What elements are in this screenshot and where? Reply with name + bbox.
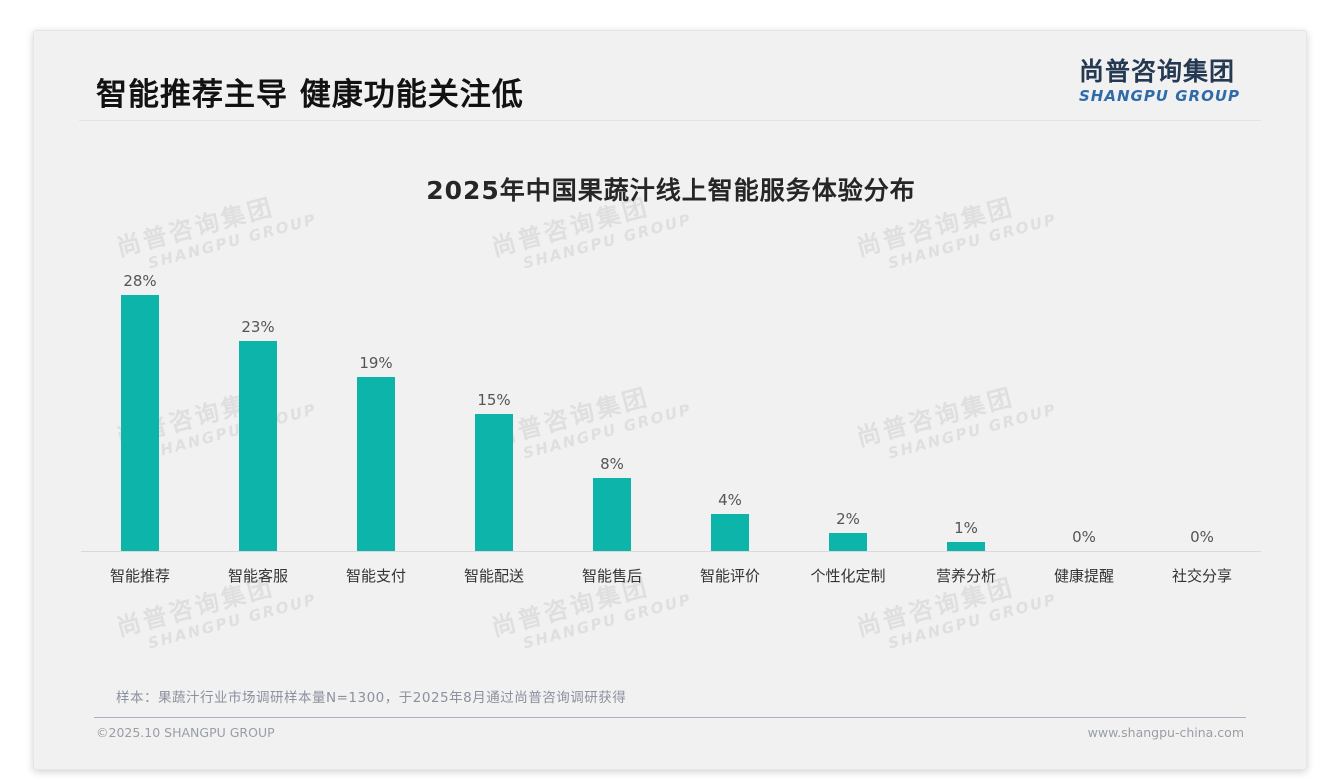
bar xyxy=(357,377,395,551)
sample-note: 样本：果蔬汁行业市场调研样本量N=1300，于2025年8月通过尚普咨询调研获得 xyxy=(116,690,627,706)
watermark-en: SHANGPU GROUP xyxy=(145,209,319,273)
bar-value-label: 2% xyxy=(836,510,860,528)
bar xyxy=(593,478,631,551)
watermark-en: SHANGPU GROUP xyxy=(520,209,694,273)
watermark-en: SHANGPU GROUP xyxy=(885,589,1059,653)
report-card: 尚普咨询集团 SHANGPU GROUP 尚普咨询集团 SHANGPU GROUP 尚普… xyxy=(33,30,1307,770)
website-url: www.shangpu-china.com xyxy=(1087,725,1244,740)
chart-plot-area: 28% 23% 19% 15% 8% 4% 2% 1% 0% 0% xyxy=(81,272,1261,552)
bar-column: 23% xyxy=(199,318,317,551)
brand-logo-en: SHANGPU GROUP xyxy=(1078,87,1240,105)
category-label: 个性化定制 xyxy=(810,567,886,585)
bar-value-label: 23% xyxy=(241,318,275,336)
watermark-en: SHANGPU GROUP xyxy=(520,589,694,653)
card-footer: ©2025.10 SHANGPU GROUP www.shangpu-china… xyxy=(96,725,1244,740)
bar-column: 8% xyxy=(553,455,671,551)
bar xyxy=(239,341,277,551)
category-label: 智能支付 xyxy=(345,567,406,585)
bar xyxy=(121,295,159,551)
bar xyxy=(829,533,867,551)
bar-value-label: 28% xyxy=(123,272,157,290)
watermark-en: SHANGPU GROUP xyxy=(145,589,319,653)
bar-value-label: 0% xyxy=(1072,528,1096,546)
bar-column: 15% xyxy=(435,391,553,551)
bar-chart: 28% 23% 19% 15% 8% 4% 2% 1% 0% 0% 智能推荐 智能客服 智能支付 智能配… xyxy=(81,272,1261,586)
bar-value-label: 19% xyxy=(359,354,393,372)
bar xyxy=(475,414,513,551)
bar-column: 28% xyxy=(81,272,199,551)
bar xyxy=(711,514,749,551)
category-label: 智能推荐 xyxy=(109,567,170,585)
bar-value-label: 15% xyxy=(477,391,511,409)
bar-column: 0% xyxy=(1143,528,1261,551)
category-label: 社交分享 xyxy=(1171,567,1232,585)
header-divider xyxy=(79,120,1261,121)
bar-value-label: 4% xyxy=(718,491,742,509)
bar-column: 4% xyxy=(671,491,789,551)
bar-value-label: 8% xyxy=(600,455,624,473)
category-label: 营养分析 xyxy=(935,567,996,585)
category-label: 智能评价 xyxy=(699,567,760,585)
category-label: 健康提醒 xyxy=(1053,567,1114,585)
chart-category-axis: 智能推荐 智能客服 智能支付 智能配送 智能售后 智能评价 个性化定制 营养分析 健康提醒 社交分… xyxy=(81,552,1261,586)
bar-value-label: 0% xyxy=(1190,528,1214,546)
category-label: 智能配送 xyxy=(463,567,524,585)
brand-logo: 尚普咨询集团 SHANGPU GROUP xyxy=(1079,57,1240,106)
footer-divider xyxy=(94,717,1246,718)
chart-title: 2025年中国果蔬汁线上智能服务体验分布 xyxy=(426,176,916,205)
bar-column: 1% xyxy=(907,519,1025,551)
bar xyxy=(947,542,985,551)
copyright-text: ©2025.10 SHANGPU GROUP xyxy=(96,725,275,740)
watermark-en: SHANGPU GROUP xyxy=(885,209,1059,273)
page-title: 智能推荐主导 健康功能关注低 xyxy=(96,77,524,113)
brand-logo-cn: 尚普咨询集团 xyxy=(1078,57,1235,86)
bar-column: 0% xyxy=(1025,528,1143,551)
category-label: 智能客服 xyxy=(227,567,288,585)
bar-column: 2% xyxy=(789,510,907,551)
bar-value-label: 1% xyxy=(954,519,978,537)
category-label: 智能售后 xyxy=(581,567,642,585)
bar-column: 19% xyxy=(317,354,435,551)
